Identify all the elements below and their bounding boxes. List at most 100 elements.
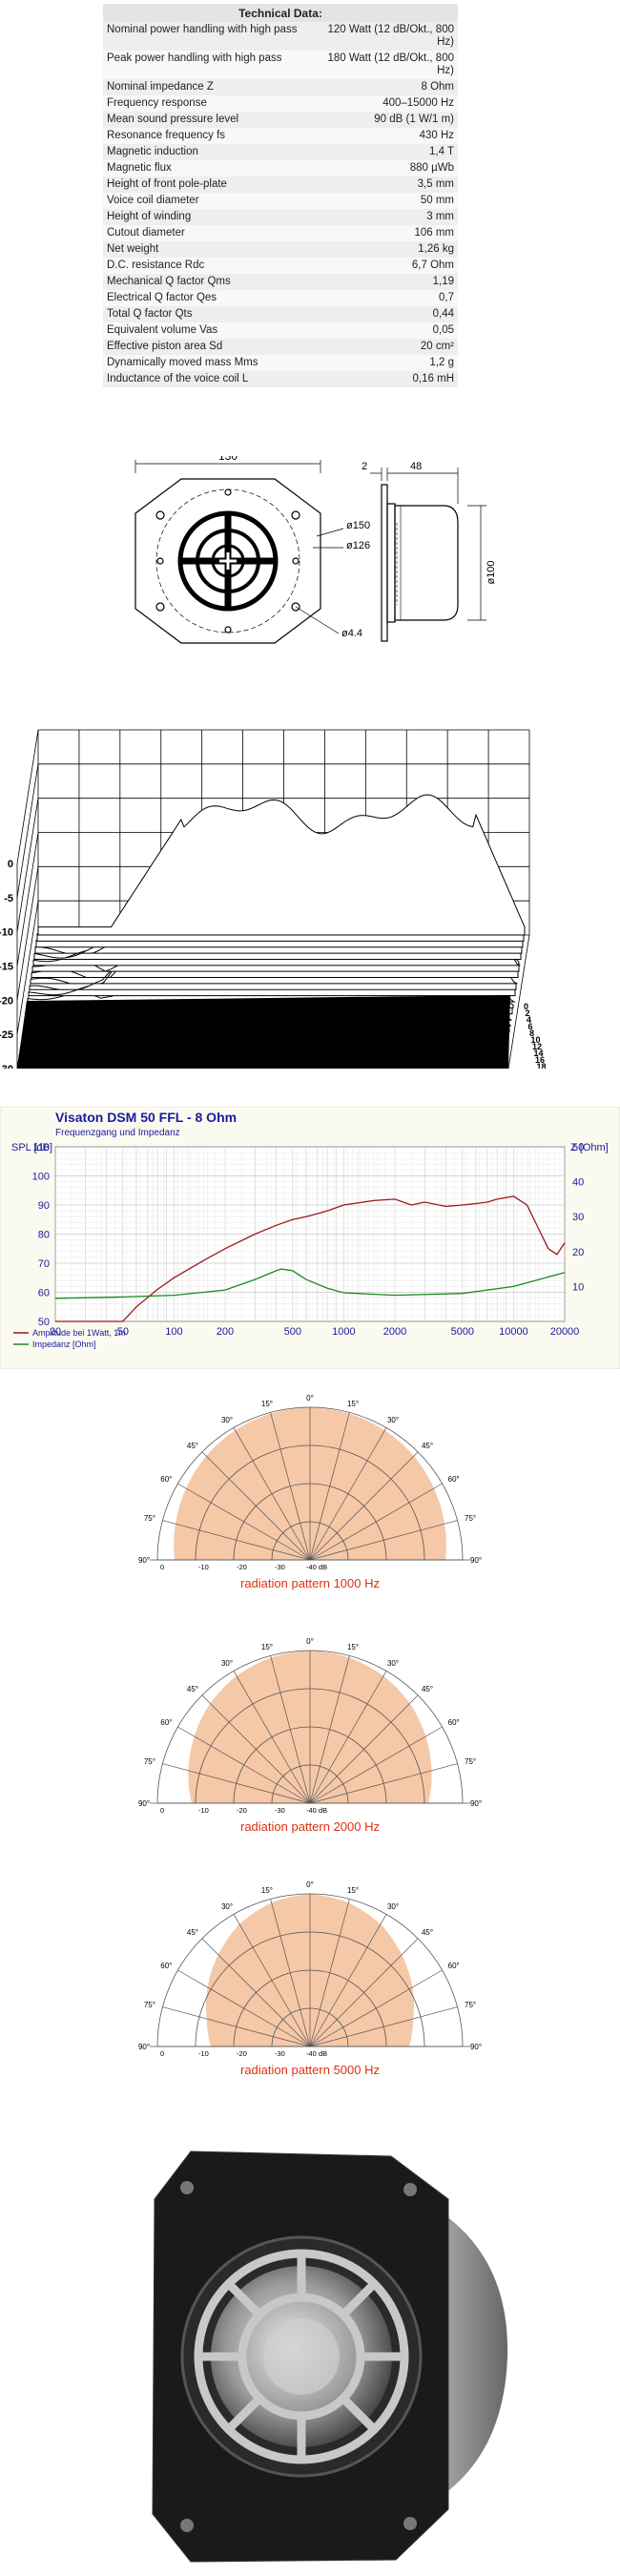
polar-plot-1000hz: 0° 15° 15° 30° 30° 45° 45° 60° 60° 75° 75° 90° 90° 0 -… (138, 1394, 482, 1571)
freqchart-x-tick: 2000 (383, 1326, 406, 1338)
tech-row-value: 0,16 mH (317, 371, 458, 387)
polar-angle-label: 45° (422, 1928, 433, 1937)
waterfall-depth-tick: 12 (532, 1042, 542, 1051)
polar-angle-label: 60° (448, 1718, 460, 1727)
polar-caption-2000hz: radiation pattern 2000 Hz (240, 1819, 380, 1834)
polar-angle-label: 30° (387, 1902, 399, 1911)
waterfall-y-tick: -5 (4, 893, 13, 904)
polar-angle-label: 0° (306, 1880, 314, 1889)
dim-d126-label: ø126 (346, 540, 370, 551)
tech-row-value: 3 mm (317, 209, 458, 225)
tech-row-label: Frequency response (103, 95, 317, 112)
freqchart-x-tick: 20 (50, 1326, 61, 1338)
polar-angle-label: 90° (470, 1556, 482, 1565)
tech-row-label: Peak power handling with high pass (103, 51, 317, 79)
tech-row: Height of winding 3 mm (103, 209, 458, 225)
side-flange (381, 484, 388, 642)
freqchart-x-tick: 5000 (451, 1326, 474, 1338)
tech-row: Net weight 1,26 kg (103, 241, 458, 258)
polar-angle-label: 60° (448, 1475, 460, 1484)
freqchart-y2-tick: 40 (572, 1177, 584, 1189)
polar-angle-label: 75° (144, 1514, 155, 1523)
tech-row: Equivalent volume Vas 0,05 (103, 322, 458, 339)
side-housing (394, 505, 459, 621)
tech-row: Mean sound pressure level 90 dB (1 W/1 m) (103, 112, 458, 128)
tech-row: Mechanical Q factor Qms 1,19 (103, 274, 458, 290)
freqchart-x-tick: 50 (117, 1326, 129, 1338)
freqchart-x-tick: 10000 (499, 1326, 528, 1338)
technical-data-title: Technical Data: (103, 4, 458, 22)
freqchart-y-right-label: Z [Ohm] (570, 1142, 609, 1153)
tech-row: Resonance frequency fs 430 Hz (103, 128, 458, 144)
freqchart-y-tick: 80 (38, 1230, 50, 1241)
freqchart-x-tick: 1000 (332, 1326, 355, 1338)
polar-caption-5000hz: radiation pattern 5000 Hz (240, 2063, 380, 2077)
freqchart-y-left-label: SPL [dB] (11, 1142, 52, 1153)
polar-db-label: -30 (275, 2049, 285, 2058)
mounting-hole-1 (155, 510, 165, 520)
tech-row-value: 1,4 T (317, 144, 458, 160)
tech-row-label: Resonance frequency fs (103, 128, 317, 144)
freqchart-title: Visaton DSM 50 FFL - 8 Ohm (55, 1110, 237, 1125)
front-flange-outline (134, 478, 321, 644)
tech-row-value: 1,19 (317, 274, 458, 290)
polar-db-label: -40 dB (306, 1563, 327, 1571)
tech-row-value: 0,44 (317, 306, 458, 322)
product-photo (152, 2150, 508, 2563)
polar-angle-label: 45° (187, 1442, 198, 1450)
freqchart-y2-tick: 30 (572, 1212, 584, 1223)
tech-row: Effective piston area Sd 20 cm² (103, 339, 458, 355)
tech-row-value: 0,05 (317, 322, 458, 339)
tech-row-label: Mean sound pressure level (103, 112, 317, 128)
polar-angle-label: 0° (306, 1394, 314, 1402)
tech-row-label: Dynamically moved mass Mms (103, 355, 317, 371)
tech-row-label: Nominal power handling with high pass (103, 22, 317, 51)
tech-row-value: 180 Watt (12 dB/Okt., 800 Hz) (317, 51, 458, 79)
polar-angle-label: 90° (138, 1556, 150, 1565)
polar-angle-label: 30° (387, 1416, 399, 1424)
polar-db-label: 0 (160, 2049, 164, 2058)
tech-row: Inductance of the voice coil L 0,16 mH (103, 371, 458, 387)
polar-plot-5000hz: 0° 15° 15° 30° 30° 45° 45° 60° 60° 75° 75° 90° 90° 0 -… (138, 1880, 482, 2058)
freqchart-y2-tick: 10 (572, 1281, 584, 1293)
freqchart-y-tick: 110 (32, 1142, 50, 1153)
freqchart-y-tick: 60 (38, 1288, 50, 1299)
tech-row-label: Mechanical Q factor Qms (103, 274, 317, 290)
waterfall-y-tick: -15 (0, 962, 13, 973)
polar-db-label: -10 (198, 2049, 209, 2058)
polar-angle-label: 45° (422, 1442, 433, 1450)
waterfall-depth-tick: 18 (537, 1062, 547, 1069)
polar-angle-label: 15° (261, 1643, 273, 1652)
tech-row-label: Magnetic flux (103, 160, 317, 177)
tech-row: Frequency response 400–15000 Hz (103, 95, 458, 112)
tech-row-value: 400–15000 Hz (317, 95, 458, 112)
tech-row: D.C. resistance Rdc 6,7 Ohm (103, 258, 458, 274)
screw-bottom-left (180, 2519, 194, 2532)
polar-angle-label: 75° (144, 1757, 155, 1766)
polar-db-label: -30 (275, 1563, 285, 1571)
tech-row: Total Q factor Qts 0,44 (103, 306, 458, 322)
screw-top-left (180, 2181, 194, 2194)
polar-angle-label: 15° (261, 1886, 273, 1895)
polar-db-label: -30 (275, 1806, 285, 1815)
technical-data-table: Nominal power handling with high pass 120… (103, 22, 458, 387)
tech-row-label: Net weight (103, 241, 317, 258)
waterfall-y-tick: 0 (8, 859, 13, 870)
tech-row-value: 430 Hz (317, 128, 458, 144)
tech-row-label: Effective piston area Sd (103, 339, 317, 355)
polar-angle-label: 90° (138, 1799, 150, 1808)
waterfall-plot: 0-5-10-15-20-25-305001k2k5k10k20k0246810… (0, 729, 547, 1069)
tech-row: Voice coil diameter 50 mm (103, 193, 458, 209)
dim-d44-label: ø4.4 (341, 628, 362, 639)
polar-db-label: -20 (237, 1806, 247, 1815)
dim-side-d100-label: ø100 (486, 560, 497, 584)
polar-angle-label: 60° (160, 1718, 172, 1727)
polar-db-label: -20 (237, 1563, 247, 1571)
tech-row-value: 90 dB (1 W/1 m) (317, 112, 458, 128)
polar-angle-label: 15° (347, 1643, 359, 1652)
waterfall-depth-tick: 14 (534, 1049, 544, 1058)
polar-angle-label: 30° (221, 1659, 233, 1668)
technical-data-panel: Technical Data: Nominal power handling w… (103, 4, 458, 387)
tech-row-label: Total Q factor Qts (103, 306, 317, 322)
